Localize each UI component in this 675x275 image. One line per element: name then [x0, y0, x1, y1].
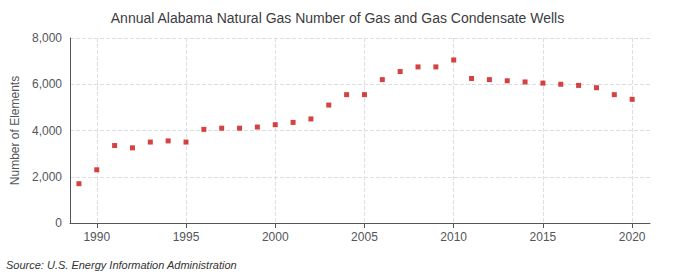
- svg-text:1990: 1990: [83, 230, 110, 244]
- svg-text:1995: 1995: [173, 230, 200, 244]
- svg-text:2005: 2005: [351, 230, 378, 244]
- svg-text:6,000: 6,000: [32, 77, 62, 91]
- svg-text:2010: 2010: [440, 230, 467, 244]
- svg-text:0: 0: [55, 216, 62, 230]
- svg-text:Annual Alabama Natural Gas Num: Annual Alabama Natural Gas Number of Gas…: [111, 10, 564, 26]
- svg-text:4,000: 4,000: [32, 124, 62, 138]
- svg-text:Source: U.S. Energy Informatio: Source: U.S. Energy Information Administ…: [6, 259, 237, 271]
- svg-text:Number of Elements: Number of Elements: [8, 76, 22, 185]
- svg-text:2020: 2020: [619, 230, 646, 244]
- svg-text:8,000: 8,000: [32, 31, 62, 45]
- svg-text:2000: 2000: [262, 230, 289, 244]
- svg-text:2015: 2015: [530, 230, 557, 244]
- svg-text:2,000: 2,000: [32, 170, 62, 184]
